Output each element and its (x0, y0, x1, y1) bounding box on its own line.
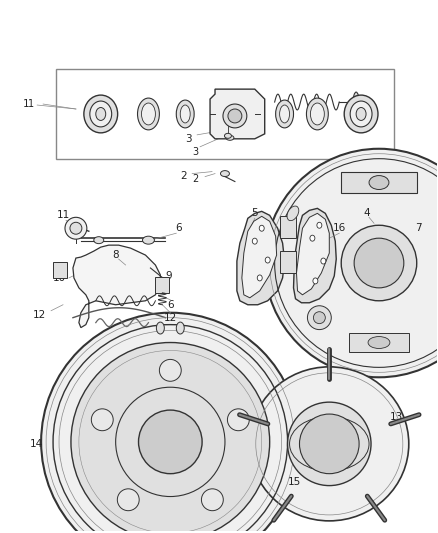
Ellipse shape (226, 135, 234, 140)
Ellipse shape (96, 108, 106, 120)
Text: 9: 9 (165, 271, 172, 281)
Ellipse shape (138, 98, 159, 130)
Text: 14: 14 (29, 439, 43, 449)
Text: 10: 10 (53, 273, 66, 283)
Circle shape (227, 409, 249, 431)
Ellipse shape (94, 237, 104, 244)
Ellipse shape (177, 322, 184, 334)
Ellipse shape (180, 105, 190, 123)
Text: 7: 7 (415, 223, 422, 233)
Circle shape (116, 387, 225, 497)
Text: 5: 5 (251, 208, 258, 219)
Circle shape (117, 489, 139, 511)
Ellipse shape (265, 257, 270, 263)
Polygon shape (210, 89, 265, 139)
Polygon shape (73, 245, 160, 328)
Ellipse shape (307, 98, 328, 130)
Ellipse shape (224, 133, 231, 139)
Ellipse shape (257, 275, 262, 281)
Bar (349, 333, 409, 352)
Circle shape (71, 343, 270, 533)
Ellipse shape (176, 100, 194, 128)
Text: 12: 12 (32, 310, 46, 320)
Circle shape (307, 306, 331, 329)
Polygon shape (293, 208, 336, 303)
Ellipse shape (141, 103, 155, 125)
Circle shape (341, 225, 417, 301)
Ellipse shape (156, 322, 164, 334)
Bar (279, 216, 296, 238)
Circle shape (65, 217, 87, 239)
Polygon shape (297, 213, 329, 295)
Text: 2: 2 (192, 174, 198, 183)
Ellipse shape (344, 95, 378, 133)
Polygon shape (242, 216, 277, 298)
Circle shape (70, 222, 82, 234)
Bar (56, 69, 394, 159)
Text: 3: 3 (192, 147, 198, 157)
Ellipse shape (250, 367, 409, 521)
Text: 6: 6 (167, 300, 173, 310)
Ellipse shape (311, 103, 324, 125)
Circle shape (265, 149, 438, 377)
Text: 4: 4 (364, 208, 371, 219)
Ellipse shape (313, 278, 318, 284)
Text: 12: 12 (164, 313, 177, 322)
Ellipse shape (369, 175, 389, 190)
Circle shape (159, 359, 181, 381)
Ellipse shape (321, 258, 326, 264)
Circle shape (228, 109, 242, 123)
Circle shape (354, 238, 404, 288)
Text: 1: 1 (23, 99, 29, 109)
Ellipse shape (220, 171, 230, 176)
Polygon shape (237, 212, 285, 305)
Ellipse shape (142, 236, 155, 244)
Text: 2: 2 (180, 171, 187, 181)
Circle shape (138, 410, 202, 474)
Ellipse shape (259, 225, 264, 231)
Circle shape (92, 409, 113, 431)
Circle shape (314, 312, 325, 324)
Text: 6: 6 (175, 223, 182, 233)
Bar (53, 262, 67, 278)
Ellipse shape (353, 92, 359, 112)
Ellipse shape (310, 235, 315, 241)
Ellipse shape (252, 238, 257, 244)
Bar (341, 172, 417, 193)
Circle shape (300, 414, 359, 474)
Ellipse shape (90, 101, 112, 127)
Text: 13: 13 (390, 412, 403, 422)
Text: 11: 11 (57, 211, 70, 220)
Circle shape (201, 489, 223, 511)
Ellipse shape (317, 222, 322, 228)
Ellipse shape (350, 101, 372, 127)
Ellipse shape (276, 100, 293, 128)
Circle shape (288, 402, 371, 486)
Ellipse shape (287, 206, 299, 221)
Ellipse shape (356, 108, 366, 120)
Ellipse shape (84, 95, 118, 133)
Text: 8: 8 (113, 250, 119, 260)
Bar (279, 251, 296, 273)
Text: 3: 3 (185, 134, 191, 144)
Circle shape (223, 104, 247, 128)
Circle shape (41, 313, 300, 533)
Ellipse shape (368, 336, 390, 349)
Ellipse shape (279, 105, 290, 123)
Text: 15: 15 (288, 477, 301, 487)
Text: 1: 1 (28, 99, 34, 109)
Bar (155, 277, 170, 293)
Text: 16: 16 (332, 223, 346, 233)
